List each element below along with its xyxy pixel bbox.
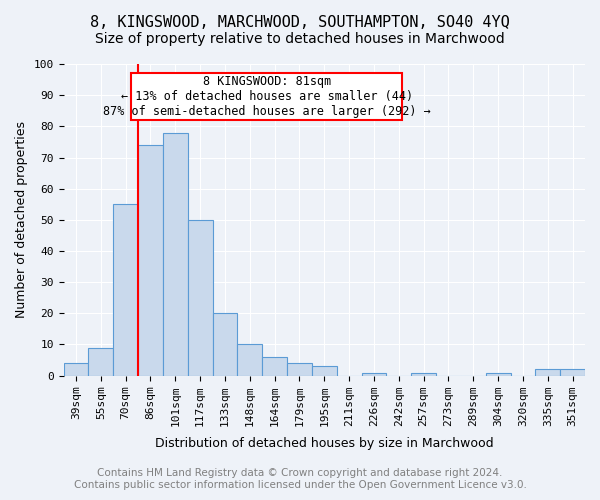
Text: Contains HM Land Registry data © Crown copyright and database right 2024.
Contai: Contains HM Land Registry data © Crown c… <box>74 468 526 490</box>
Bar <box>262 357 287 376</box>
Bar <box>163 132 188 376</box>
Bar <box>88 348 113 376</box>
Bar <box>411 372 436 376</box>
Bar <box>188 220 212 376</box>
X-axis label: Distribution of detached houses by size in Marchwood: Distribution of detached houses by size … <box>155 437 494 450</box>
Bar <box>138 145 163 376</box>
Bar <box>212 314 238 376</box>
Text: Size of property relative to detached houses in Marchwood: Size of property relative to detached ho… <box>95 32 505 46</box>
Bar <box>64 363 88 376</box>
Bar <box>535 370 560 376</box>
Bar <box>362 372 386 376</box>
Y-axis label: Number of detached properties: Number of detached properties <box>15 122 28 318</box>
Bar <box>287 363 312 376</box>
Bar <box>113 204 138 376</box>
Bar <box>312 366 337 376</box>
Bar <box>238 344 262 376</box>
Text: 8 KINGSWOOD: 81sqm
← 13% of detached houses are smaller (44)
87% of semi-detache: 8 KINGSWOOD: 81sqm ← 13% of detached hou… <box>103 75 431 118</box>
Bar <box>560 370 585 376</box>
FancyBboxPatch shape <box>131 74 403 120</box>
Text: 8, KINGSWOOD, MARCHWOOD, SOUTHAMPTON, SO40 4YQ: 8, KINGSWOOD, MARCHWOOD, SOUTHAMPTON, SO… <box>90 15 510 30</box>
Bar <box>485 372 511 376</box>
